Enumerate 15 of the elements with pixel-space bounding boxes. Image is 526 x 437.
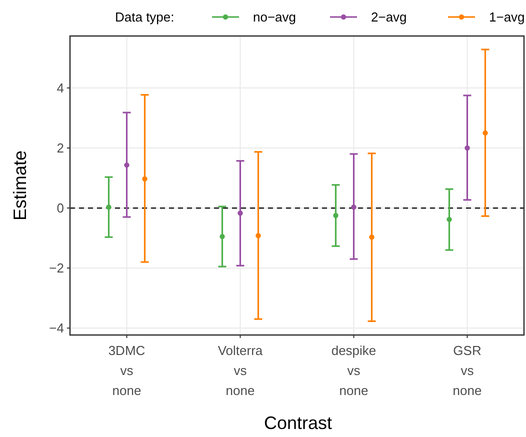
legend-title: Data type: — [115, 10, 174, 25]
y-tick-label: −2 — [49, 260, 64, 276]
x-tick-label: despike vs none — [331, 343, 376, 398]
x-tick-label: 3DMC vs none — [108, 343, 146, 398]
legend-label: 1−avg — [489, 10, 525, 25]
y-tick-label: −4 — [49, 320, 64, 336]
y-axis-title: Estimate — [10, 150, 30, 221]
legend-label: no−avg — [253, 10, 296, 25]
y-tick-label: 0 — [56, 200, 64, 216]
y-tick-label: 4 — [56, 80, 64, 96]
x-axis-title: Contrast — [264, 413, 332, 433]
x-tick-label: GSR vs none — [452, 343, 482, 398]
x-tick-label: Volterra vs none — [218, 343, 264, 398]
legend-label: 2−avg — [371, 10, 407, 25]
y-tick-label: 2 — [56, 140, 64, 156]
